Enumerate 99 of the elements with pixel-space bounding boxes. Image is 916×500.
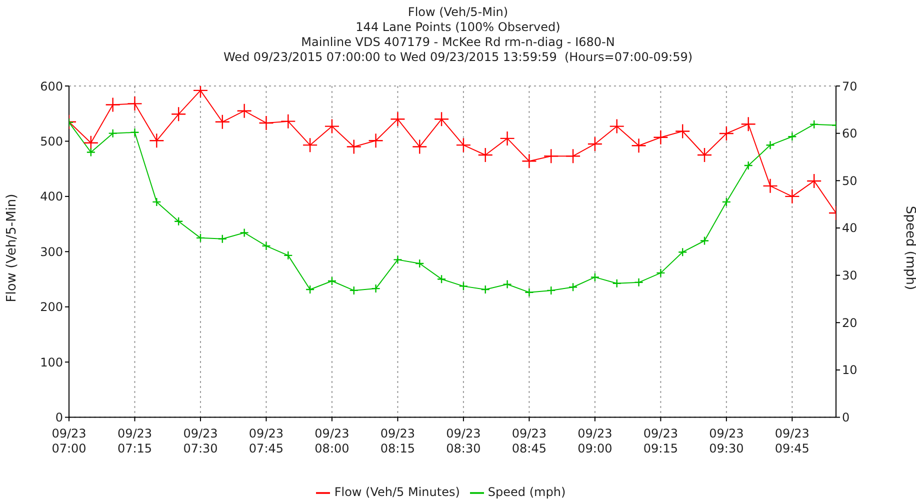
- x-tick-label: 09/23 08:45: [512, 426, 546, 456]
- point: [240, 228, 249, 238]
- point: [612, 278, 622, 288]
- point: [412, 139, 428, 154]
- point: [784, 188, 800, 204]
- x-tick-label: 09/23 07:00: [52, 426, 86, 456]
- point: [327, 276, 337, 286]
- point: [258, 115, 274, 131]
- point: [500, 130, 515, 146]
- chart-title: Flow (Veh/5-Min): [406, 5, 510, 20]
- point: [108, 128, 118, 138]
- point: [478, 147, 493, 163]
- point: [434, 112, 450, 127]
- point: [809, 120, 819, 129]
- point: [718, 126, 734, 142]
- point: [349, 286, 358, 296]
- point: [762, 178, 778, 194]
- point: [305, 284, 315, 294]
- y-tick-label: 600: [40, 79, 63, 94]
- point: [522, 153, 537, 169]
- y-tick-label: 300: [40, 244, 63, 259]
- x-tick-label: 09/23 07:30: [183, 426, 218, 456]
- x-tick-label: 09/23 07:15: [117, 426, 152, 456]
- x-tick-label: 09/23 08:15: [380, 426, 416, 456]
- x-tick-label: 09/23 08:00: [314, 426, 350, 456]
- point: [700, 236, 710, 246]
- point: [105, 97, 120, 112]
- point: [788, 132, 797, 142]
- legend-label: Flow (Veh/5 Minutes): [334, 485, 460, 500]
- y2-tick-label: 50: [842, 174, 858, 188]
- point: [86, 148, 96, 157]
- point: [262, 241, 271, 251]
- point: [83, 135, 99, 150]
- point: [302, 137, 318, 153]
- x-tick-label: 09/23 08:30: [446, 426, 481, 456]
- point: [346, 139, 362, 154]
- y2-tick-label: 10: [842, 363, 858, 378]
- point: [744, 160, 753, 170]
- chart-subtitle: 144 Lane Points (100% Observed) Mainline VDS 407179 - McKee Rd rm-n-diag - I680-N Wed 09/23/2015 07:00:00 to Wed 09/23/2015 13:59:59 (Hours=07:00-09:59): [222, 20, 694, 65]
- point: [149, 133, 164, 148]
- y-tick-label: 200: [40, 300, 63, 314]
- point: [174, 216, 184, 226]
- point: [324, 118, 340, 134]
- point: [806, 173, 822, 189]
- point: [696, 147, 712, 163]
- x-tick-label: 09/23 09:45: [774, 426, 810, 456]
- point: [236, 103, 252, 118]
- x-tick-label: 09/23 09:15: [643, 426, 678, 456]
- point: [675, 124, 690, 139]
- point: [740, 116, 756, 132]
- point: [631, 138, 646, 154]
- point: [196, 233, 206, 243]
- point: [280, 114, 296, 129]
- point: [152, 197, 162, 207]
- point: [390, 112, 406, 127]
- x-tick-label: 09/23 09:00: [578, 426, 612, 456]
- y-tick-label: 500: [40, 134, 63, 148]
- point: [284, 250, 293, 260]
- y-axis-title: Flow (Veh/5-Min): [4, 194, 20, 302]
- point: [480, 284, 490, 294]
- point: [393, 255, 402, 264]
- legend-label: Speed (mph): [488, 485, 566, 500]
- point: [214, 114, 230, 130]
- x-tick-label: 09/23 07:45: [248, 426, 284, 456]
- point: [218, 234, 227, 244]
- point: [722, 197, 732, 207]
- point: [368, 133, 384, 148]
- y-tick-label: 100: [40, 355, 63, 370]
- point: [565, 148, 581, 164]
- point: [634, 278, 644, 287]
- y2-tick-label: 40: [842, 221, 858, 236]
- point: [568, 282, 578, 292]
- point: [766, 140, 775, 150]
- point: [546, 286, 556, 296]
- point: [587, 136, 603, 152]
- y2-tick-label: 20: [842, 316, 858, 330]
- point: [502, 280, 512, 289]
- y2-tick-label: 0: [842, 410, 850, 425]
- point: [130, 128, 140, 137]
- point: [653, 130, 668, 145]
- y-tick-label: 0: [55, 410, 63, 425]
- point: [590, 272, 600, 282]
- point: [371, 284, 380, 294]
- point: [656, 268, 666, 278]
- x-tick-label: 09/23 09:30: [709, 426, 744, 456]
- point: [127, 96, 142, 112]
- point: [170, 106, 186, 122]
- point: [456, 137, 472, 153]
- point: [609, 118, 624, 134]
- y2-tick-label: 30: [842, 268, 858, 283]
- y2-tick-label: 60: [842, 126, 858, 141]
- point: [524, 288, 534, 297]
- point: [678, 248, 688, 257]
- point: [436, 274, 446, 284]
- point: [458, 282, 468, 291]
- point: [415, 258, 424, 268]
- y-tick-label: 400: [40, 190, 63, 204]
- point: [544, 148, 559, 164]
- y2-tick-label: 70: [842, 79, 858, 94]
